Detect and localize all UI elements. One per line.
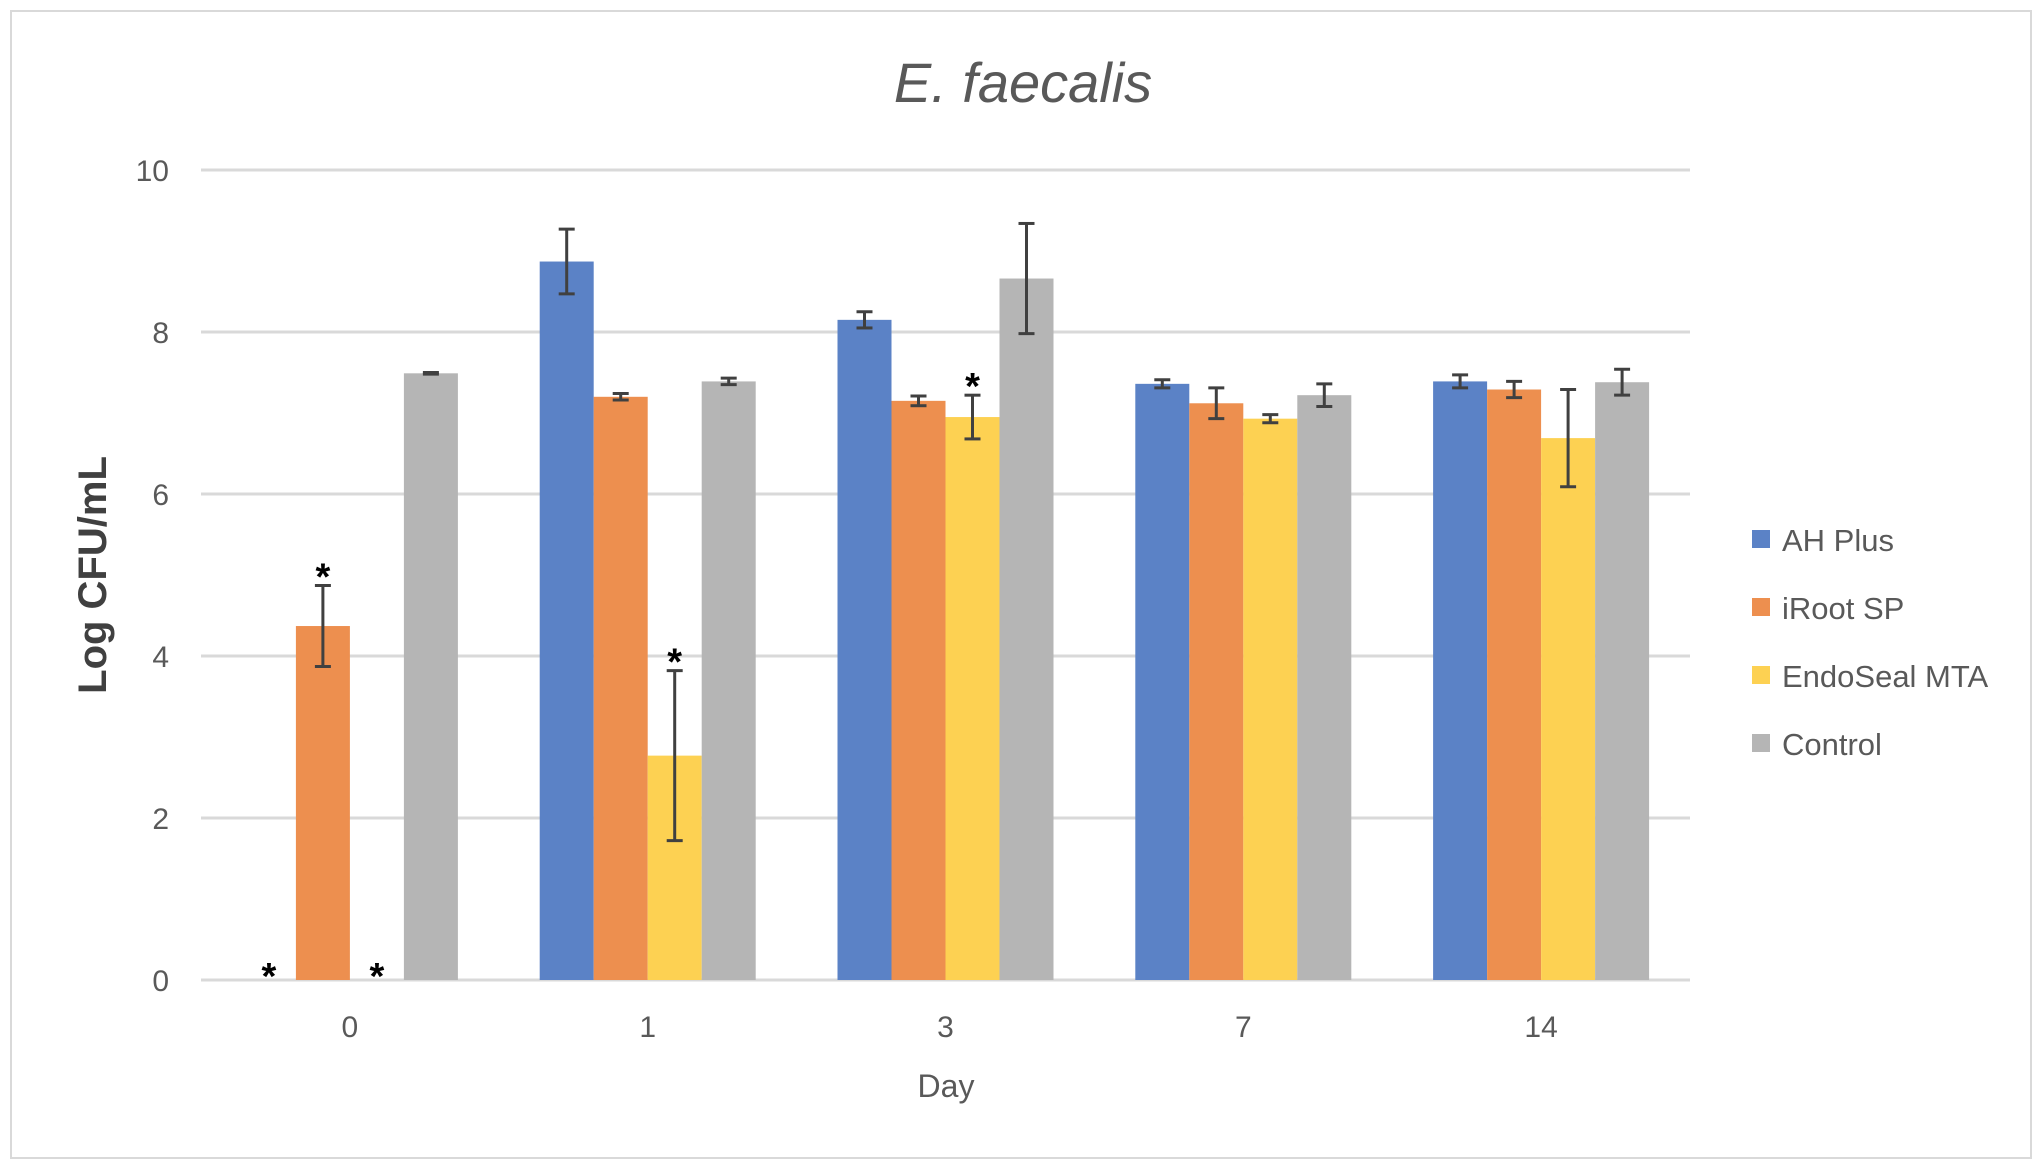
error-bar-control-day-7	[1316, 382, 1333, 409]
y-tick-label-4: 4	[152, 641, 169, 674]
significance-star: *	[370, 956, 385, 998]
error-bar-endoseal-mta-day-3	[964, 393, 981, 441]
y-axis-title: Log CFU/mL	[71, 456, 115, 694]
legend-label-control: Control	[1782, 727, 1882, 762]
bar-iroot-sp-day-1	[593, 396, 648, 980]
error-bar-endoseal-mta-day-7	[1262, 413, 1279, 425]
bar-ah-plus-day-3	[837, 319, 892, 981]
bar-endoseal-mta-day-7	[1243, 418, 1298, 980]
legend-item-endoseal-mta: EndoSeal MTA	[1752, 659, 1989, 694]
bar-control-day-14	[1595, 382, 1650, 981]
significance-star: *	[262, 956, 277, 998]
legend-swatch-iroot-sp	[1752, 598, 1770, 616]
legend-item-control: Control	[1752, 727, 1882, 762]
y-tick-label-0: 0	[152, 965, 169, 998]
x-tick-label-0: 0	[342, 1011, 359, 1044]
error-bar-ah-plus-day-3	[856, 310, 873, 330]
error-bar-iroot-sp-day-7	[1208, 386, 1225, 421]
bar-iroot-sp-day-3	[891, 400, 946, 981]
bar-ah-plus-day-14	[1433, 381, 1488, 980]
significance-star: *	[316, 557, 331, 599]
x-tick-label-3: 3	[937, 1011, 954, 1044]
bars	[295, 261, 1650, 981]
bar-ah-plus-day-7	[1135, 383, 1190, 981]
bar-iroot-sp-day-0	[295, 626, 350, 980]
bar-iroot-sp-day-14	[1487, 389, 1542, 980]
legend-item-iroot-sp: iRoot SP	[1752, 591, 1904, 626]
significance-markers: * * * * *	[262, 366, 981, 998]
error-bar-control-day-14	[1614, 367, 1631, 397]
error-bar-ah-plus-day-14	[1452, 373, 1469, 390]
legend-label-endoseal-mta: EndoSeal MTA	[1782, 659, 1989, 694]
y-tick-label-6: 6	[152, 479, 169, 512]
error-bar-iroot-sp-day-3	[910, 394, 927, 408]
error-bar-ah-plus-day-1	[558, 227, 575, 296]
x-tick-label-14: 14	[1524, 1011, 1557, 1044]
legend-swatch-control	[1752, 734, 1770, 752]
bar-endoseal-mta-day-3	[945, 417, 1000, 980]
bar-iroot-sp-day-7	[1189, 403, 1244, 980]
y-tick-label-2: 2	[152, 803, 169, 836]
error-bar-control-day-1	[720, 376, 737, 387]
legend-swatch-endoseal-mta	[1752, 666, 1770, 684]
chart-title: E. faecalis	[894, 51, 1152, 114]
legend-swatch-ah-plus	[1752, 530, 1770, 548]
error-bar-iroot-sp-day-14	[1506, 379, 1523, 400]
significance-star: *	[667, 642, 682, 684]
x-tick-labels: 0 1 3 7 14	[342, 1011, 1558, 1044]
legend-label-ah-plus: AH Plus	[1782, 523, 1894, 558]
x-tick-label-1: 1	[639, 1011, 656, 1044]
significance-star: *	[965, 366, 980, 408]
legend-label-iroot-sp: iRoot SP	[1782, 591, 1904, 626]
legend: AH Plus iRoot SP EndoSeal MTA Control	[1752, 523, 1989, 762]
error-bar-control-day-3	[1018, 221, 1035, 336]
error-bar-endoseal-mta-day-1	[666, 669, 683, 843]
error-bar-control-day-0	[422, 371, 439, 376]
bar-ah-plus-day-1	[539, 261, 594, 980]
bar-endoseal-mta-day-14	[1541, 438, 1596, 980]
y-tick-label-8: 8	[152, 317, 169, 350]
error-bars	[314, 221, 1631, 843]
error-bar-endoseal-mta-day-14	[1560, 388, 1577, 489]
y-tick-labels: 0 2 4 6 8 10	[136, 155, 169, 998]
error-bar-iroot-sp-day-0	[314, 584, 331, 669]
x-tick-label-7: 7	[1235, 1011, 1252, 1044]
error-bar-iroot-sp-day-1	[612, 392, 629, 402]
x-axis-title: Day	[918, 1068, 975, 1104]
legend-item-ah-plus: AH Plus	[1752, 523, 1894, 558]
bar-control-day-0	[403, 373, 458, 980]
error-bar-ah-plus-day-7	[1154, 378, 1171, 390]
bar-control-day-7	[1297, 395, 1352, 980]
y-tick-label-10: 10	[136, 155, 169, 188]
bar-control-day-1	[701, 381, 756, 980]
bar-control-day-3	[999, 278, 1054, 980]
